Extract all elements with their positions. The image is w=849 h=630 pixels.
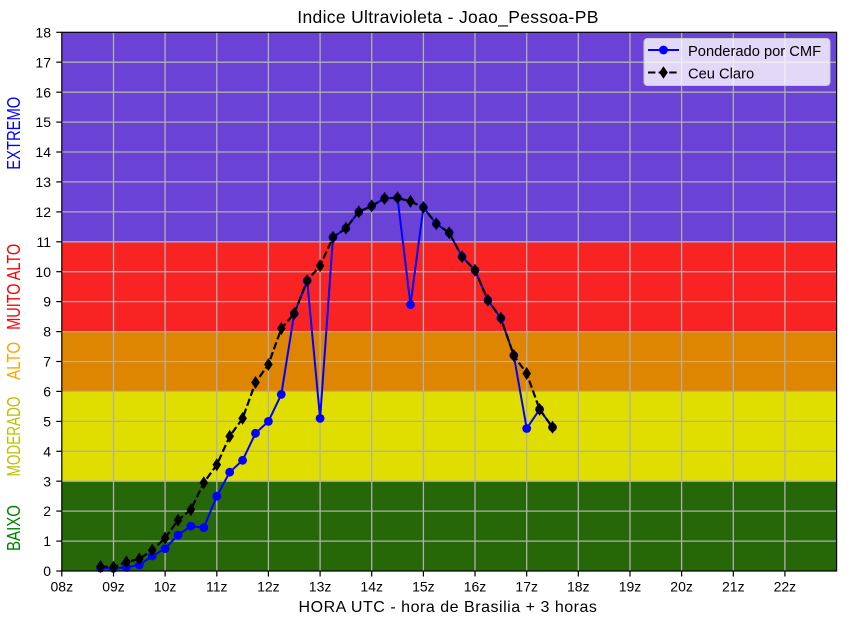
svg-text:HORA UTC - hora de Brasilia +: HORA UTC - hora de Brasilia + 3 horas	[299, 599, 598, 616]
svg-text:14: 14	[35, 144, 51, 160]
svg-text:17: 17	[35, 54, 51, 70]
svg-text:9: 9	[43, 294, 51, 310]
svg-text:22z: 22z	[774, 579, 797, 595]
svg-text:13z: 13z	[309, 579, 332, 595]
svg-text:18: 18	[35, 24, 51, 40]
svg-text:15z: 15z	[412, 579, 435, 595]
svg-text:Ponderado por CMF: Ponderado por CMF	[688, 44, 821, 60]
svg-text:7: 7	[43, 354, 51, 370]
svg-text:ALTO: ALTO	[4, 342, 24, 380]
svg-text:3: 3	[43, 473, 51, 489]
svg-text:18z: 18z	[567, 579, 590, 595]
svg-text:4: 4	[43, 443, 51, 459]
svg-text:15: 15	[35, 114, 51, 130]
svg-text:21z: 21z	[722, 579, 745, 595]
svg-text:12: 12	[35, 204, 51, 220]
svg-text:Ceu Claro: Ceu Claro	[688, 67, 754, 83]
svg-text:10: 10	[35, 264, 51, 280]
svg-text:MODERADO: MODERADO	[4, 397, 24, 477]
svg-text:1: 1	[43, 533, 51, 549]
svg-text:20z: 20z	[670, 579, 693, 595]
svg-text:11z: 11z	[206, 579, 228, 595]
svg-text:BAIXO: BAIXO	[4, 505, 24, 551]
svg-text:Indice Ultravioleta - Joao_Pes: Indice Ultravioleta - Joao_Pessoa-PB	[297, 7, 598, 28]
svg-text:08z: 08z	[51, 579, 74, 595]
svg-text:10z: 10z	[154, 579, 177, 595]
svg-text:12z: 12z	[257, 579, 280, 595]
svg-text:09z: 09z	[102, 579, 125, 595]
svg-text:6: 6	[43, 384, 51, 400]
svg-text:14z: 14z	[360, 579, 383, 595]
svg-text:2: 2	[43, 503, 51, 519]
svg-text:16: 16	[35, 84, 51, 100]
svg-text:17z: 17z	[515, 579, 538, 595]
svg-text:19z: 19z	[619, 579, 642, 595]
svg-text:5: 5	[43, 414, 51, 430]
svg-text:11: 11	[36, 234, 51, 250]
svg-text:EXTREMO: EXTREMO	[4, 97, 24, 170]
svg-text:13: 13	[35, 174, 51, 190]
svg-text:16z: 16z	[464, 579, 487, 595]
svg-text:0: 0	[43, 563, 51, 579]
svg-text:8: 8	[43, 324, 51, 340]
svg-text:MUITO ALTO: MUITO ALTO	[4, 244, 24, 330]
